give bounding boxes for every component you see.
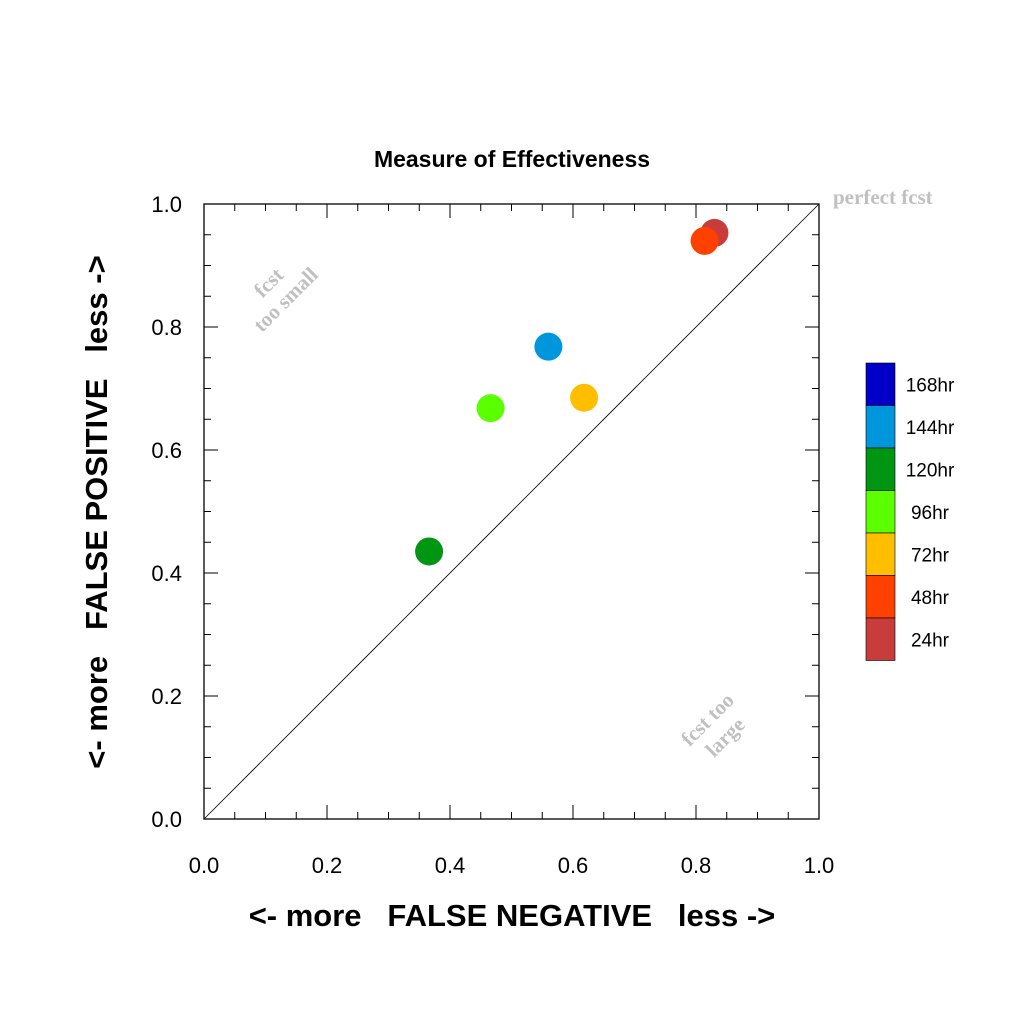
y-tick-label: 0.4 [151,561,182,586]
legend-swatch-120hr [865,447,896,491]
x-tick-labels: 0.0 0.2 0.4 0.6 0.8 1.0 [189,853,835,878]
legend-swatch-48hr [865,575,896,619]
data-point-48hr [690,226,719,255]
data-point-120hr [415,537,444,566]
legend-label-168hr: 168hr [906,375,955,396]
data-points [415,218,729,566]
too-large-annotation: fcst too large [676,688,750,762]
y-tick-label: 0.2 [151,684,182,709]
y-tick-label: 1.0 [151,192,182,217]
legend-swatch-72hr [865,532,896,576]
legend-label-72hr: 72hr [911,545,950,566]
x-tick-label: 0.6 [558,853,589,878]
legend: 168hr 144hr 120hr 96hr 72hr 48hr 24hr [865,362,955,661]
data-point-96hr [476,394,505,423]
legend-label-144hr: 144hr [906,418,955,439]
x-tick-label: 0.0 [189,853,220,878]
chart-title: Measure of Effectiveness [374,146,650,172]
diagonal-line [203,203,820,820]
x-tick-label: 0.4 [435,853,466,878]
legend-swatch-168hr [865,362,896,406]
axis-ticks [203,203,820,820]
too-small-annotation: fcst too small [248,262,322,336]
legend-swatch-96hr [865,490,896,534]
y-axis-label: <- more FALSE POSITIVE less -> [79,255,114,768]
legend-swatch-24hr [865,617,896,661]
y-tick-label: 0.8 [151,315,182,340]
data-point-72hr [570,383,599,412]
legend-swatch-144hr [865,405,896,449]
perfect-fcst-annotation: perfect fcst [833,185,933,209]
x-tick-label: 1.0 [804,853,835,878]
data-point-144hr [534,332,563,361]
legend-label-24hr: 24hr [911,630,950,651]
y-tick-labels: 0.0 0.2 0.4 0.6 0.8 1.0 [151,192,182,832]
y-tick-label: 0.6 [151,438,182,463]
x-tick-label: 0.2 [312,853,343,878]
legend-label-48hr: 48hr [911,588,950,609]
legend-label-120hr: 120hr [906,460,955,481]
y-tick-label: 0.0 [151,807,182,832]
x-axis-label: <- more FALSE NEGATIVE less -> [249,898,776,933]
legend-label-96hr: 96hr [911,503,950,524]
x-tick-label: 0.8 [681,853,712,878]
